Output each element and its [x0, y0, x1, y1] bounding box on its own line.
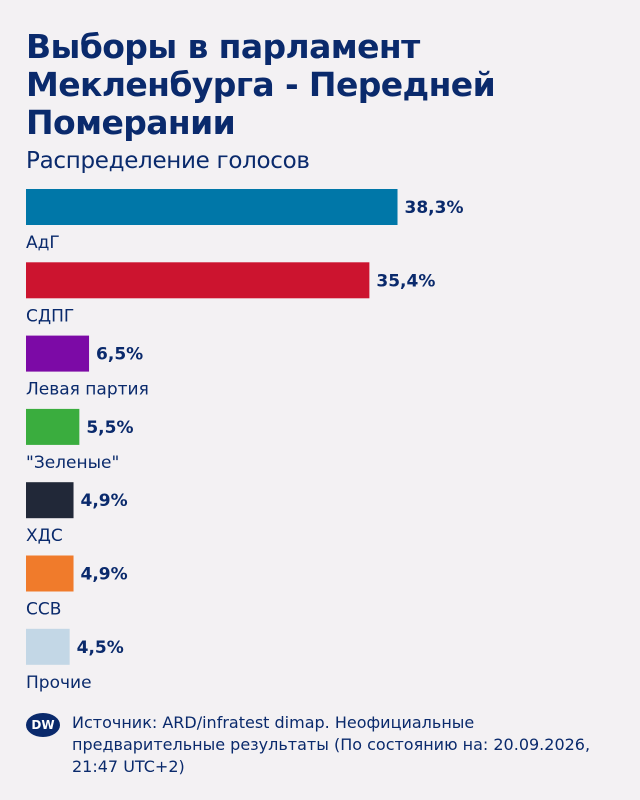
value-label-4: 4,9% — [81, 491, 128, 511]
value-label-6: 4,5% — [77, 638, 124, 658]
bar-chart: 38,3% АдГ 35,4% СДПГ 6,5% Левая партия 5,5% "Зе… — [26, 189, 464, 693]
bar-0 — [26, 189, 398, 225]
category-label-5: ССВ — [26, 600, 61, 620]
category-label-0: АдГ — [26, 233, 60, 253]
source-note: DW Источник: ARD/infratest dimap. Неофиц… — [26, 712, 626, 778]
category-label-4: ХДС — [26, 526, 63, 546]
bar-3 — [26, 408, 80, 445]
chart-subtitle: Распределение голосов — [26, 148, 310, 174]
bar-1 — [26, 262, 370, 299]
source-text: Источник: ARD/infratest dimap. Неофициал… — [72, 713, 591, 776]
bar-6 — [26, 628, 70, 665]
value-label-0: 38,3% — [405, 198, 464, 218]
bar-4 — [26, 482, 74, 519]
category-label-3: "Зеленые" — [26, 453, 119, 473]
value-label-1: 35,4% — [376, 271, 435, 291]
bar-2 — [26, 335, 90, 372]
dw-logo-icon: DW — [26, 713, 60, 737]
value-label-3: 5,5% — [86, 418, 133, 438]
category-label-6: Прочие — [26, 673, 92, 693]
category-label-2: Левая партия — [26, 380, 149, 400]
value-label-5: 4,9% — [81, 565, 128, 585]
bar-5 — [26, 555, 74, 592]
chart-title: Выборы в парламент Мекленбурга - Передне… — [26, 27, 496, 142]
category-label-1: СДПГ — [26, 306, 74, 326]
value-label-2: 6,5% — [96, 345, 143, 365]
